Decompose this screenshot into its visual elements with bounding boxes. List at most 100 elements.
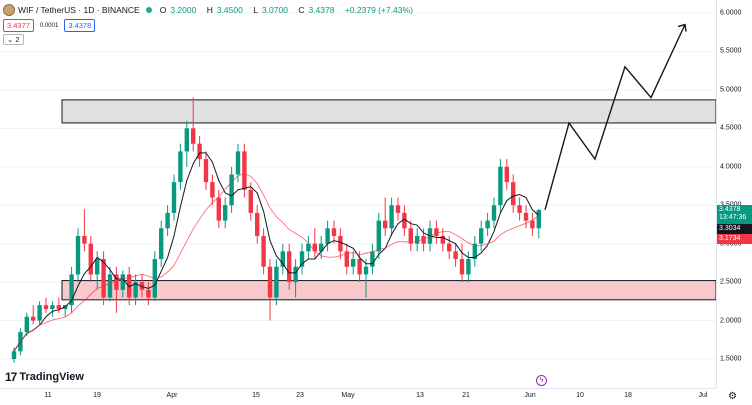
ohlc-values: O 3.2000 H 3.4500 L 3.0700 C 3.4378 +0.2379 … bbox=[160, 5, 421, 15]
price-tick-label: 4.5000 bbox=[720, 124, 742, 132]
candle-body bbox=[383, 220, 388, 229]
candle-body bbox=[344, 251, 349, 267]
candle-body bbox=[248, 189, 253, 213]
candle-body bbox=[24, 316, 29, 333]
time-tick-label: 19 bbox=[93, 392, 101, 399]
lightning-icon[interactable]: ϟ bbox=[536, 375, 547, 386]
support-zone bbox=[61, 280, 716, 301]
resistance-zone bbox=[61, 99, 716, 124]
symbol-title[interactable]: WIF / TetherUS · 1D · BINANCE bbox=[18, 5, 140, 15]
candle-body bbox=[498, 166, 503, 206]
candle-body bbox=[75, 235, 81, 275]
candle-body bbox=[479, 228, 484, 244]
candle-body bbox=[363, 266, 369, 275]
spread-value: 0.0001 bbox=[39, 22, 59, 29]
projection-line bbox=[544, 24, 686, 210]
candle-body bbox=[114, 274, 119, 290]
candle-body bbox=[447, 243, 452, 252]
candle-body bbox=[88, 243, 93, 275]
ma-fast-label: 3.3034 bbox=[717, 224, 752, 234]
candle-body bbox=[306, 243, 311, 252]
candle-body bbox=[139, 282, 145, 290]
price-tick-label: 4.0000 bbox=[720, 163, 742, 171]
candle-body bbox=[536, 210, 541, 229]
time-tick-label: Jul bbox=[698, 392, 708, 399]
indicators-toggle[interactable]: ⌄ 2 bbox=[3, 34, 24, 45]
candle-body bbox=[242, 151, 247, 190]
ohlc-low: 3.0700 bbox=[261, 5, 288, 15]
ma-slow-label: 3.1734 bbox=[717, 234, 752, 244]
candle-body bbox=[319, 243, 324, 252]
candle-body bbox=[351, 259, 356, 267]
time-tick-label: 11 bbox=[44, 392, 52, 399]
time-tick-label: 21 bbox=[462, 392, 470, 399]
candle-body bbox=[331, 228, 337, 236]
bar-countdown: 13:47:36 bbox=[719, 214, 747, 221]
candle-body bbox=[504, 166, 509, 183]
candle-body bbox=[491, 205, 497, 221]
candle-body bbox=[312, 243, 317, 252]
buy-button[interactable]: 3.4378 bbox=[64, 19, 96, 32]
time-tick-label: 18 bbox=[624, 392, 632, 399]
ma-slow-line bbox=[13, 173, 540, 352]
candle-body bbox=[184, 128, 189, 152]
candle-body bbox=[159, 228, 164, 260]
candle-body bbox=[376, 220, 381, 252]
candle-body bbox=[178, 151, 183, 183]
candle-body bbox=[434, 228, 439, 236]
zones bbox=[61, 99, 716, 301]
candle-body bbox=[472, 243, 477, 260]
candle-body bbox=[165, 212, 170, 229]
candle-body bbox=[267, 266, 273, 298]
price-axis[interactable]: 6.00005.50005.00004.50004.00003.50003.00… bbox=[716, 0, 752, 388]
time-tick-label: 13 bbox=[416, 392, 424, 399]
candle-body bbox=[357, 259, 362, 275]
candle-body bbox=[216, 197, 221, 221]
candle-body bbox=[69, 274, 74, 306]
indicators-count: 2 bbox=[15, 35, 20, 44]
time-tick-label: Jun bbox=[524, 392, 536, 399]
candle-body bbox=[421, 235, 426, 244]
candle-body bbox=[325, 228, 330, 244]
price-tick-label: 6.0000 bbox=[720, 9, 742, 17]
candle-body bbox=[338, 235, 343, 252]
candle-body bbox=[82, 235, 87, 244]
time-axis[interactable]: 11 19 Apr 15 23 May 13 21 Jun 10 18 Jul bbox=[0, 388, 716, 405]
candle-body bbox=[511, 182, 516, 206]
candle-body bbox=[453, 251, 458, 260]
time-tick-label: 15 bbox=[252, 392, 260, 399]
time-tick-label: May bbox=[341, 392, 355, 399]
ohlc-key: L bbox=[253, 5, 258, 15]
tradingview-logo[interactable]: 17 TradingView bbox=[5, 370, 84, 384]
sell-button[interactable]: 3.4377 bbox=[3, 19, 34, 32]
chevron-down-icon: ⌄ bbox=[7, 35, 14, 44]
candle-body bbox=[120, 274, 125, 290]
candle-body bbox=[203, 159, 209, 183]
price-tick-label: 2.5000 bbox=[720, 278, 742, 286]
candle-body bbox=[31, 316, 36, 321]
current-price: 3.4378 bbox=[719, 206, 741, 213]
candle-body bbox=[11, 351, 17, 359]
current-price-label: 3.4378 13:47:36 bbox=[717, 205, 752, 224]
candle-body bbox=[101, 259, 106, 298]
time-tick-label: Apr bbox=[166, 392, 178, 399]
candle-body bbox=[280, 251, 285, 267]
time-tick-label: 23 bbox=[296, 392, 304, 399]
projection-arrowhead bbox=[677, 23, 687, 32]
candle-body bbox=[37, 305, 42, 321]
candle-body bbox=[459, 259, 465, 275]
symbol-logo-icon bbox=[3, 4, 15, 16]
bid-ask-panel: 3.4377 0.0001 3.4378 bbox=[3, 19, 96, 32]
candle-body bbox=[517, 205, 522, 213]
gear-icon[interactable]: ⚙ bbox=[728, 391, 737, 402]
price-chart[interactable] bbox=[0, 0, 716, 388]
candle-body bbox=[255, 212, 260, 236]
candle-body bbox=[197, 143, 202, 160]
candle-body bbox=[389, 205, 394, 229]
candle-body bbox=[43, 305, 49, 310]
ma-fast-line bbox=[13, 152, 540, 352]
ohlc-key: O bbox=[159, 5, 167, 15]
ohlc-key: H bbox=[206, 5, 213, 15]
